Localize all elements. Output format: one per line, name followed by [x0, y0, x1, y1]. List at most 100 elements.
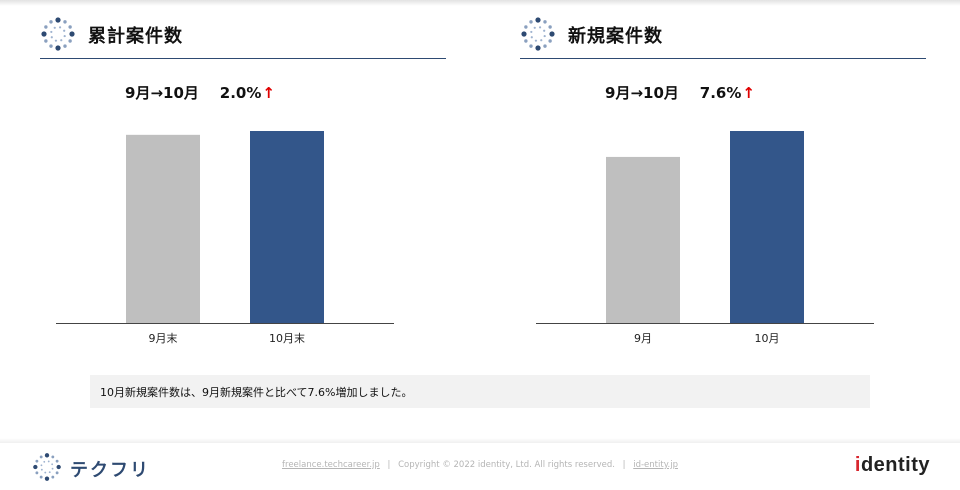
icon-dot [529, 20, 533, 24]
icon-dot [39, 455, 43, 459]
footer-links: freelance.techcareer.jp | Copyright © 20… [0, 460, 960, 470]
icon-dot [524, 25, 528, 29]
icon-dot [35, 459, 39, 463]
icon-dot [49, 20, 53, 24]
panel-header: 累計案件数 [40, 14, 446, 54]
icon-dot [40, 468, 43, 471]
icon-dot [51, 455, 55, 459]
icon-dot [549, 31, 555, 37]
icon-dot [69, 31, 75, 37]
bar-previous [126, 134, 200, 323]
identity-link[interactable]: id-entity.jp [633, 460, 678, 470]
icon-dot [35, 471, 39, 475]
brand-initial: i [854, 454, 861, 476]
dotted-circle-icon [33, 453, 61, 481]
change-value: 2.0% [219, 84, 262, 102]
icon-dot [54, 39, 58, 42]
icon-dot [521, 31, 527, 37]
comment-box: 10月新規案件数は、9月新規案件と比べて7.6%増加しました。 [90, 375, 870, 408]
change-period: 9月→10月 [605, 84, 679, 102]
icon-dot [50, 30, 53, 34]
footer-logo[interactable]: テクフリ [32, 452, 152, 482]
icon-dot [44, 25, 48, 29]
icon-dot [524, 39, 528, 43]
icon-dot [58, 26, 62, 29]
bar-current [730, 131, 804, 323]
panel-header: 新規案件数 [520, 14, 926, 54]
bar-previous [606, 156, 680, 323]
dotted-circle-icon [41, 17, 75, 51]
footer-logo-text: テクフリ [70, 460, 150, 481]
chart-cumulative: 9月末 10月末 [56, 131, 394, 345]
footer-shadow [0, 438, 960, 444]
icon-dot [543, 44, 547, 48]
icon-dot [63, 34, 66, 38]
icon-dot [33, 464, 38, 470]
change-value: 7.6% [699, 84, 742, 102]
change-period: 9月→10月 [125, 84, 199, 102]
icon-dot [53, 26, 56, 29]
icon-dot [48, 471, 51, 474]
icon-dot [548, 39, 552, 43]
icon-dot [533, 26, 536, 29]
icon-dot [55, 471, 59, 475]
techcareer-link[interactable]: freelance.techcareer.jp [282, 460, 380, 470]
footer-separator: | [387, 460, 391, 470]
icon-dot [55, 459, 59, 463]
icon-dot [68, 39, 72, 43]
icon-dot [56, 464, 61, 470]
panel-new: 新規案件数 9月→10月 7.6%↑ 9月 10月 [520, 0, 926, 360]
comment-text: 10月新規案件数は、9月新規案件と比べて7.6%増加しました。 [100, 386, 413, 399]
icon-dot [50, 36, 53, 39]
icon-dot [55, 17, 61, 23]
icon-dot [51, 467, 54, 470]
icon-dot [39, 475, 43, 479]
x-tick-label: 9月末 [149, 331, 178, 345]
icon-dot [68, 25, 72, 29]
bar-current [250, 131, 324, 323]
panel-title: 新規案件数 [568, 26, 663, 47]
icon-dot [41, 31, 47, 37]
up-arrow-icon: ↑ [742, 84, 755, 102]
panel-cumulative: 累計案件数 9月→10月 2.0%↑ 9月末 10月末 [40, 0, 446, 360]
icon-dot [535, 17, 541, 23]
copyright-text: Copyright © 2022 identity, Ltd. All righ… [398, 460, 615, 470]
icon-dot [44, 476, 50, 481]
icon-dot [543, 34, 546, 38]
dotted-circle-icon [521, 17, 555, 51]
icon-dot [543, 29, 546, 32]
change-summary: 9月→10月 7.6%↑ [520, 82, 840, 103]
icon-dot [538, 26, 542, 29]
change-summary: 9月→10月 2.0%↑ [40, 82, 360, 103]
x-tick-label: 10月 [755, 332, 780, 345]
icon-dot [51, 475, 55, 479]
icon-dot [47, 460, 50, 463]
footer: テクフリ freelance.techcareer.jp | Copyright… [0, 443, 960, 490]
panel-divider [40, 58, 446, 59]
chart-new: 9月 10月 [536, 131, 874, 345]
icon-dot [548, 25, 552, 29]
icon-dot [63, 20, 67, 24]
icon-dot [44, 453, 50, 458]
icon-dot [530, 30, 533, 34]
icon-dot [44, 39, 48, 43]
icon-dot [540, 39, 543, 42]
icon-dot [63, 29, 66, 32]
icon-dot [60, 39, 63, 42]
icon-dot [49, 44, 53, 48]
icon-dot [43, 460, 46, 463]
icon-dot [63, 44, 67, 48]
icon-dot [530, 36, 533, 39]
icon-dot [543, 20, 547, 24]
icon-dot [535, 45, 541, 51]
icon-dot [534, 39, 538, 42]
brand-rest: dentity [860, 454, 930, 476]
identity-logo[interactable]: identity [855, 454, 930, 477]
icon-dot [40, 464, 43, 467]
icon-dot [529, 44, 533, 48]
panel-divider [520, 58, 926, 59]
icon-dot [51, 463, 54, 466]
footer-separator: | [622, 460, 626, 470]
x-tick-label: 10月末 [269, 331, 305, 345]
top-shadow [0, 0, 960, 6]
